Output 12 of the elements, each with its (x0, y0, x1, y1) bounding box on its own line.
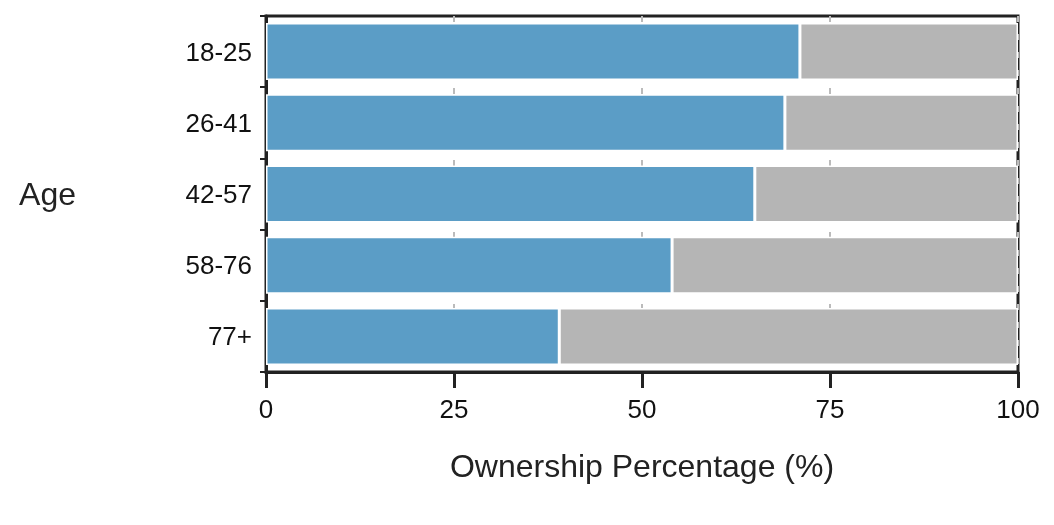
y-tick-label: 77+ (207, 321, 252, 352)
x-axis-title: Ownership Percentage (%) (449, 448, 835, 484)
x-tick-label: 100 (996, 394, 1040, 424)
y-axis-title: Age (19, 176, 76, 212)
x-tick-label: 50 (627, 394, 657, 424)
x-tick-label: 25 (439, 394, 469, 424)
y-tick-label: 58-76 (185, 250, 252, 281)
y-tick-label: 18-25 (185, 36, 252, 67)
y-tick-label: 42-57 (185, 179, 252, 209)
x-tick-label: 0 (258, 394, 274, 424)
y-tick-label: 26-41 (185, 107, 252, 138)
x-tick-label: 75 (815, 394, 845, 424)
